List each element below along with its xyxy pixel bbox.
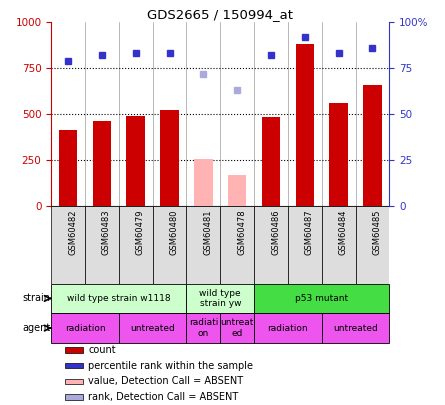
Bar xyxy=(220,313,254,343)
Text: radiation: radiation xyxy=(65,324,105,333)
Bar xyxy=(254,284,389,313)
Title: GDS2665 / 150994_at: GDS2665 / 150994_at xyxy=(147,8,293,21)
Bar xyxy=(262,117,280,206)
Bar xyxy=(51,206,85,284)
Bar xyxy=(126,116,145,206)
Text: GSM60485: GSM60485 xyxy=(372,210,381,255)
Bar xyxy=(322,313,389,343)
Bar xyxy=(356,206,389,284)
Bar xyxy=(220,206,254,284)
Bar xyxy=(363,85,382,206)
Text: GSM60486: GSM60486 xyxy=(271,210,280,256)
Text: GSM60481: GSM60481 xyxy=(203,210,212,255)
Text: GSM60487: GSM60487 xyxy=(305,210,314,256)
Text: wild type
strain yw: wild type strain yw xyxy=(199,289,241,308)
Bar xyxy=(59,130,77,206)
Text: radiation: radiation xyxy=(267,324,308,333)
Text: strain: strain xyxy=(23,294,50,303)
Text: untreated: untreated xyxy=(333,324,378,333)
Text: GSM60483: GSM60483 xyxy=(102,210,111,256)
Text: p53 mutant: p53 mutant xyxy=(295,294,348,303)
Bar xyxy=(186,284,254,313)
Bar xyxy=(51,284,186,313)
Bar xyxy=(153,206,186,284)
Bar xyxy=(65,394,83,400)
Text: count: count xyxy=(89,345,116,355)
Bar xyxy=(254,206,288,284)
Text: untreated: untreated xyxy=(130,324,175,333)
Bar xyxy=(254,313,322,343)
Bar xyxy=(93,121,111,206)
Bar xyxy=(295,44,314,206)
Bar xyxy=(186,206,220,284)
Bar xyxy=(85,206,119,284)
Bar xyxy=(51,313,119,343)
Bar xyxy=(160,111,179,206)
Bar xyxy=(194,160,213,206)
Text: GSM60484: GSM60484 xyxy=(339,210,348,255)
Text: GSM60480: GSM60480 xyxy=(170,210,178,255)
Bar xyxy=(329,103,348,206)
Bar xyxy=(65,347,83,353)
Text: rank, Detection Call = ABSENT: rank, Detection Call = ABSENT xyxy=(89,392,239,402)
Bar xyxy=(228,175,247,206)
Bar xyxy=(119,313,186,343)
Text: radiati
on: radiati on xyxy=(189,318,218,338)
Text: GSM60479: GSM60479 xyxy=(136,210,145,255)
Text: percentile rank within the sample: percentile rank within the sample xyxy=(89,361,253,371)
Bar xyxy=(322,206,356,284)
Bar xyxy=(119,206,153,284)
Bar xyxy=(65,379,83,384)
Text: untreat
ed: untreat ed xyxy=(221,318,254,338)
Text: wild type strain w1118: wild type strain w1118 xyxy=(67,294,170,303)
Text: GSM60478: GSM60478 xyxy=(237,210,246,256)
Text: agent: agent xyxy=(22,323,50,333)
Text: GSM60482: GSM60482 xyxy=(68,210,77,255)
Text: value, Detection Call = ABSENT: value, Detection Call = ABSENT xyxy=(89,376,243,386)
Bar xyxy=(65,363,83,369)
Bar xyxy=(186,313,220,343)
Bar xyxy=(288,206,322,284)
